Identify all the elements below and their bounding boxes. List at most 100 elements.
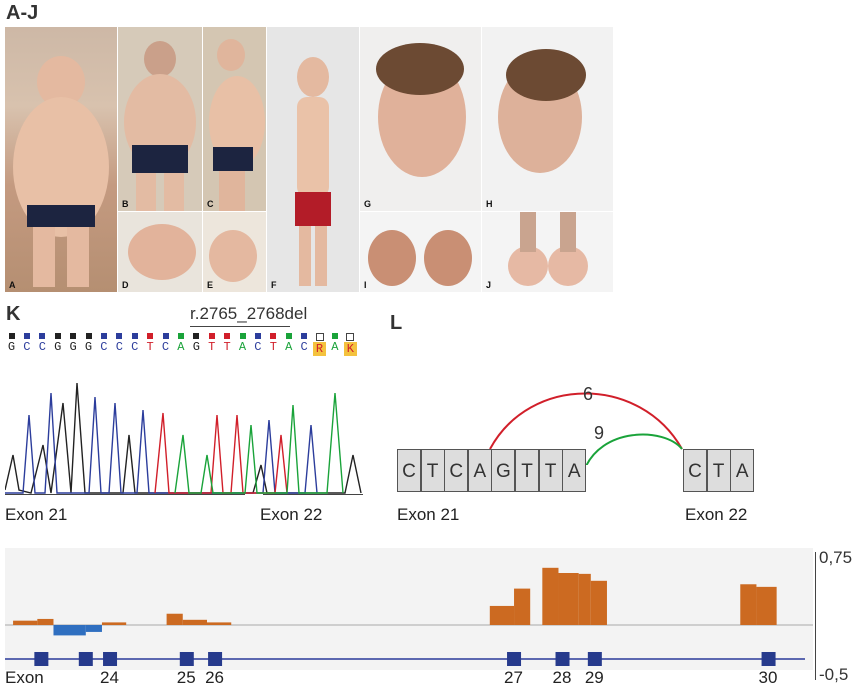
coverage-bar: [740, 584, 757, 625]
photo-g-figure: [376, 43, 466, 177]
arc-red: [489, 392, 683, 450]
sequence-base: C: [36, 333, 49, 354]
sequence-base: A: [282, 333, 295, 354]
coverage-bar: [207, 622, 232, 625]
coverage-bar: [53, 625, 86, 636]
photo-label-h: H: [486, 199, 493, 209]
sequence-base: C: [128, 333, 141, 354]
l-exon-21-label: Exon 21: [397, 505, 460, 524]
y-max-label: 0,75: [819, 548, 853, 567]
panel-label-aj: A-J: [6, 2, 39, 24]
sequence-base: G: [82, 333, 95, 354]
sequence-base: G: [190, 333, 203, 354]
arc-green-label: 9: [594, 423, 605, 443]
exon-block: [78, 652, 93, 666]
exon-tick-label: 25: [176, 668, 196, 687]
sequence-base: A: [174, 333, 187, 354]
coverage-bar: [85, 625, 102, 632]
sequence-base: T: [205, 333, 218, 354]
coverage-bar: [578, 573, 591, 625]
coverage-bar: [756, 586, 777, 625]
arc-green: [585, 433, 683, 465]
coverage-bar: [590, 580, 607, 625]
photo-j: J: [482, 212, 613, 292]
exon-block: [34, 652, 49, 666]
photo-f-figure: [295, 57, 331, 286]
sequence-base: T: [267, 333, 280, 354]
sequence-base: T: [144, 333, 157, 354]
coverage-bar: [558, 573, 579, 625]
photo-label-c: C: [207, 199, 214, 209]
sequence-base: C: [251, 333, 264, 354]
coverage-bar: [166, 613, 183, 625]
splice-arcs: [489, 392, 683, 465]
sequence-base: T: [221, 333, 234, 354]
photo-i: I: [360, 212, 481, 292]
photo-h: H: [482, 27, 613, 211]
photo-label-a: A: [9, 280, 16, 290]
sequence-base: A: [236, 333, 249, 354]
exon-block: [208, 652, 223, 666]
coverage-chart: [5, 548, 813, 670]
sequence-base: C: [159, 333, 172, 354]
chromatogram: [5, 382, 363, 495]
coverage-bar: [182, 619, 207, 625]
sequence-box-exon22: T: [706, 449, 731, 492]
photo-label-d: D: [122, 280, 129, 290]
sequence-box-exon21: C: [397, 449, 421, 492]
coverage-bar: [542, 567, 559, 625]
photo-e: E: [203, 212, 266, 292]
sequence-box-exon21: T: [515, 449, 539, 492]
exon-tick-label: 29: [584, 668, 604, 687]
trace-green: [174, 392, 344, 494]
photo-h-figure: [498, 49, 586, 173]
sequence-box-exon21: T: [538, 449, 563, 492]
exon-tick-label: 26: [205, 668, 224, 687]
photo-j-figure: [508, 212, 588, 286]
exon-tick-label: 30: [758, 668, 778, 687]
photo-label-j: J: [486, 280, 492, 290]
y-axis-line: [815, 552, 816, 680]
coverage-bar: [37, 618, 54, 625]
photo-label-e: E: [207, 280, 214, 290]
photo-g: G: [360, 27, 481, 211]
photo-label-g: G: [364, 199, 372, 209]
panel-label-l: L: [390, 312, 403, 334]
sequence-base: K: [343, 333, 357, 356]
coverage-bar: [514, 588, 531, 625]
chart-background: [5, 548, 813, 670]
trace-red: [154, 412, 288, 494]
exon-block: [555, 652, 570, 666]
sequence-base: A: [328, 333, 341, 354]
sequence-box-exon21: T: [420, 449, 445, 492]
coverage-bar: [489, 605, 515, 625]
photo-a: A: [5, 27, 117, 292]
sequence-base: G: [5, 333, 18, 354]
exon-axis-word: Exon: [5, 668, 44, 687]
sequence-box-exon22: A: [730, 449, 755, 492]
exon-block: [587, 652, 602, 666]
coverage-bar: [101, 622, 127, 625]
photo-f: F: [267, 27, 359, 292]
photo-b: B: [118, 27, 202, 211]
photo-b-figure: [124, 41, 196, 211]
exon-blocks-group: [34, 652, 776, 666]
arc-red-label: 6: [583, 384, 594, 404]
photo-label-b: B: [122, 199, 129, 209]
sequence-box-exon22: C: [683, 449, 707, 492]
sequence-box-exon21: A: [562, 449, 587, 492]
sequence-base: G: [67, 333, 80, 354]
photo-d-figure: [128, 224, 196, 280]
photo-e-figure: [209, 230, 257, 282]
photo-d: D: [118, 212, 202, 292]
k-exon-22-label: Exon 22: [260, 505, 323, 524]
exon-block: [507, 652, 522, 666]
exon-tick-label: 28: [552, 668, 572, 687]
l-exon-22-label: Exon 22: [685, 505, 748, 524]
bars-group: [13, 567, 777, 636]
exon-tick-label: 24: [100, 668, 119, 687]
sequence-base: C: [97, 333, 110, 354]
exon-block: [103, 652, 118, 666]
sequence-base: C: [298, 333, 311, 354]
